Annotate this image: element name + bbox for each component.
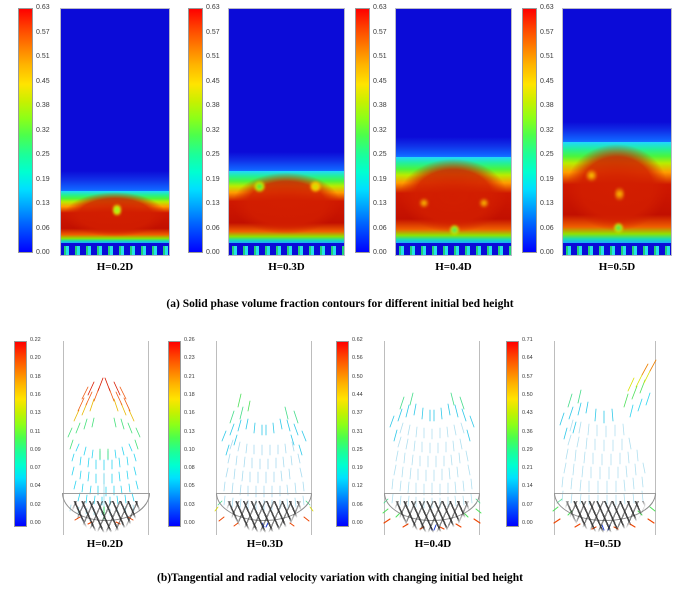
colorbar-b3-gradient: [336, 341, 349, 527]
colorbar-a2-gradient: [188, 8, 203, 253]
colorbar-a1-ticks: 0.63 0.57 0.51 0.45 0.38 0.32 0.25 0.19 …: [36, 4, 50, 256]
contour-panel-a1: [60, 8, 170, 256]
vector-panel-b2: [212, 341, 316, 535]
dilute-region-a3: [396, 9, 511, 152]
colorbar-b1-ticks: 0.22 0.20 0.18 0.16 0.13 0.11 0.09 0.07 …: [30, 337, 41, 526]
void-spot-a2-left: [254, 181, 266, 193]
vector-panel-b4: [550, 341, 660, 535]
colorbar-a1: 0.63 0.57 0.51 0.45 0.38 0.32 0.25 0.19 …: [18, 4, 62, 256]
colorbar-a3: 0.63 0.57 0.51 0.45 0.38 0.32 0.25 0.19 …: [355, 4, 399, 256]
distributor-mesh-b3: [380, 501, 484, 535]
colorbar-b3-ticks: 0.62 0.56 0.50 0.44 0.37 0.31 0.25 0.19 …: [352, 337, 363, 526]
distributor-plate-a4: [563, 246, 671, 255]
colorbar-b2-gradient: [168, 341, 181, 527]
contour-panel-a4: [562, 8, 672, 256]
colorbar-a2: 0.63 0.57 0.51 0.45 0.38 0.32 0.25 0.19 …: [188, 4, 232, 256]
caption-b: (b)Tangential and radial velocity variat…: [156, 572, 524, 584]
jet-spot-a1: [112, 203, 121, 218]
distributor-plate-a3: [396, 246, 511, 255]
vessel-wall-b4-left: [554, 341, 555, 535]
colorbar-a4-ticks: 0.63 0.57 0.51 0.45 0.38 0.32 0.25 0.19 …: [540, 4, 554, 256]
void-spot-a3-right: [478, 198, 489, 209]
dilute-region-a2: [229, 9, 344, 167]
caption-a: (a) Solid phase volume fraction contours…: [166, 298, 514, 310]
panel-label-b3: H=0.4D: [414, 538, 452, 550]
colorbar-b4-gradient: [506, 341, 519, 527]
vessel-wall-b2-right: [311, 341, 312, 535]
panel-label-b1: H=0.2D: [86, 538, 124, 550]
colorbar-a3-ticks: 0.63 0.57 0.51 0.45 0.38 0.32 0.25 0.19 …: [373, 4, 387, 256]
colorbar-b4: 0.71 0.64 0.57 0.50 0.43 0.36 0.29 0.21 …: [506, 337, 548, 527]
distributor-mesh-b4: [550, 501, 660, 535]
vector-panel-b1: [58, 341, 154, 535]
panel-label-a1: H=0.2D: [96, 261, 134, 273]
colorbar-b1-gradient: [14, 341, 27, 527]
distributor-mesh-b2: [212, 501, 316, 535]
colorbar-b3: 0.62 0.56 0.50 0.44 0.37 0.31 0.25 0.19 …: [336, 337, 378, 527]
colorbar-a4: 0.63 0.57 0.51 0.45 0.38 0.32 0.25 0.19 …: [522, 4, 566, 256]
jet-spot-a4-base: [613, 223, 623, 234]
vessel-wall-b3-right: [479, 341, 480, 535]
dense-bed-a1: [61, 191, 169, 243]
dilute-region-a1: [61, 9, 169, 187]
colorbar-b4-ticks: 0.71 0.64 0.57 0.50 0.43 0.36 0.29 0.21 …: [522, 337, 533, 526]
vector-panel-b3: [380, 341, 484, 535]
vessel-wall-b4-right: [655, 341, 656, 535]
panel-label-a4: H=0.5D: [598, 261, 636, 273]
colorbar-a1-gradient: [18, 8, 33, 253]
panel-label-b2: H=0.3D: [246, 538, 284, 550]
distributor-plate-a1: [61, 246, 169, 255]
colorbar-b2: 0.26 0.23 0.21 0.18 0.16 0.13 0.10 0.08 …: [168, 337, 210, 527]
colorbar-a4-gradient: [522, 8, 537, 253]
colorbar-b1: 0.22 0.20 0.18 0.16 0.13 0.11 0.09 0.07 …: [14, 337, 56, 527]
panel-label-b4: H=0.5D: [584, 538, 622, 550]
void-spot-a4-left: [585, 168, 597, 182]
vessel-wall-b2-left: [216, 341, 217, 535]
vessel-wall-b3-left: [384, 341, 385, 535]
vessel-wall-b1-right: [148, 341, 149, 535]
dilute-region-a4: [563, 9, 671, 137]
panel-label-a2: H=0.3D: [268, 261, 305, 273]
void-spot-a2-right: [309, 181, 321, 193]
colorbar-a3-gradient: [355, 8, 370, 253]
panel-label-a3: H=0.4D: [435, 261, 472, 273]
vessel-wall-b1-left: [63, 341, 64, 535]
distributor-plate-a2: [229, 246, 344, 255]
contour-panel-a3: [395, 8, 512, 256]
distributor-mesh-b1: [58, 501, 154, 535]
colorbar-b2-ticks: 0.26 0.23 0.21 0.18 0.16 0.13 0.10 0.08 …: [184, 337, 195, 526]
contour-panel-a2: [228, 8, 345, 256]
void-spot-a3-left: [419, 198, 429, 209]
colorbar-a2-ticks: 0.63 0.57 0.51 0.45 0.38 0.32 0.25 0.19 …: [206, 4, 220, 256]
void-spot-a4-center: [614, 186, 624, 203]
dense-bed-a2: [229, 171, 344, 243]
jet-spot-a3-center: [450, 225, 460, 236]
